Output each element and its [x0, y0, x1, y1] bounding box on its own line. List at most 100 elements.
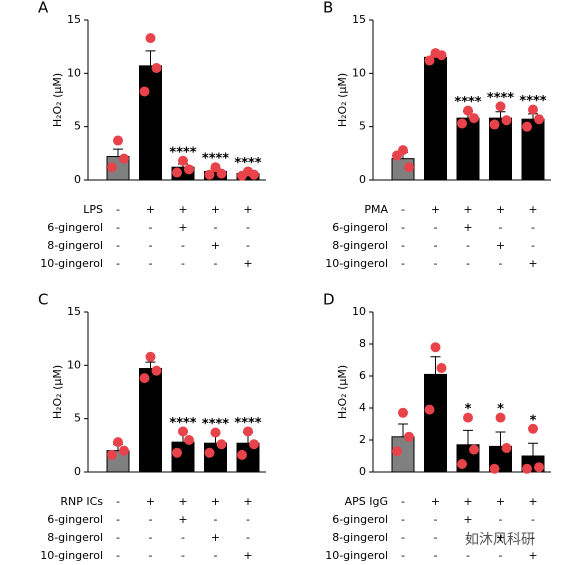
- y-tick-label: 0: [74, 173, 81, 186]
- treatment-mark: -: [214, 257, 218, 270]
- significance: ****: [234, 156, 261, 171]
- treatment-mark: -: [149, 549, 153, 562]
- treatment-label: LPS: [83, 203, 103, 216]
- treatment-mark: -: [434, 531, 438, 544]
- error-bar: [528, 442, 538, 456]
- data-point: [107, 162, 117, 173]
- y-tick-label: 5: [74, 412, 81, 425]
- data-point: [237, 449, 247, 460]
- data-point: [495, 412, 506, 423]
- treatment-mark: -: [466, 531, 470, 544]
- data-point: [404, 162, 414, 173]
- treatment-mark: -: [401, 239, 405, 252]
- data-point: [463, 412, 473, 423]
- data-point: [463, 105, 473, 116]
- treatment-mark: -: [149, 221, 153, 234]
- treatment-mark: -: [246, 221, 250, 234]
- data-point: [119, 153, 129, 164]
- treatment-mark: +: [243, 549, 252, 562]
- y-tick-label: 2: [359, 433, 366, 446]
- error-bar: [113, 148, 123, 157]
- treatment-mark: -: [434, 257, 438, 270]
- treatment-mark: -: [214, 513, 218, 526]
- treatment-mark: -: [116, 531, 120, 544]
- treatment-label: 6-gingerol: [332, 513, 388, 526]
- treatment-label: 6-gingerol: [47, 221, 103, 234]
- y-tick-label: 5: [74, 120, 81, 133]
- treatment-mark: +: [243, 495, 252, 508]
- treatment-mark: +: [211, 239, 220, 252]
- bar: [139, 65, 162, 181]
- data-point: [534, 114, 544, 125]
- y-tick-label: 8: [359, 337, 366, 350]
- treatment-mark: +: [178, 513, 187, 526]
- y-tick-label: 10: [352, 305, 366, 318]
- y-axis-label: H₂O₂ (μM): [336, 73, 349, 127]
- data-point: [184, 164, 194, 175]
- y-tick-label: 15: [352, 13, 366, 26]
- treatment-mark: -: [499, 513, 503, 526]
- data-point: [489, 119, 500, 130]
- y-tick-label: 0: [359, 465, 366, 478]
- treatment-mark: +: [463, 495, 472, 508]
- treatment-mark: +: [146, 495, 155, 508]
- treatment-mark: -: [531, 239, 535, 252]
- y-axis-label: H₂O₂ (μM): [336, 365, 349, 419]
- y-tick-label: 15: [67, 13, 81, 26]
- treatment-mark: -: [246, 531, 250, 544]
- y-tick-label: 10: [67, 358, 81, 371]
- data-point: [249, 169, 259, 180]
- bar: [139, 368, 162, 473]
- data-point: [119, 445, 129, 456]
- data-point: [151, 63, 162, 73]
- treatment-mark: -: [434, 513, 438, 526]
- treatment-mark: -: [116, 513, 120, 526]
- significance: *: [530, 413, 537, 428]
- data-point: [501, 115, 512, 126]
- treatment-mark: -: [401, 513, 405, 526]
- treatment-mark: +: [211, 531, 220, 544]
- treatment-mark: +: [463, 221, 472, 234]
- treatment-label: 8-gingerol: [47, 239, 103, 252]
- treatment-label: 10-gingerol: [325, 257, 388, 270]
- treatment-label: 10-gingerol: [40, 257, 103, 270]
- data-point: [469, 113, 479, 124]
- treatment-mark: -: [401, 257, 405, 270]
- treatment-mark: -: [214, 549, 218, 562]
- significance: ****: [169, 416, 196, 431]
- treatment-mark: +: [178, 203, 187, 216]
- y-tick-label: 10: [67, 66, 81, 79]
- data-point: [210, 427, 221, 438]
- treatment-mark: -: [531, 531, 535, 544]
- treatment-mark: +: [178, 495, 187, 508]
- data-point: [457, 118, 467, 129]
- data-point: [424, 55, 435, 66]
- y-tick-label: 10: [352, 66, 366, 79]
- treatment-mark: +: [243, 257, 252, 270]
- treatment-mark: +: [496, 495, 505, 508]
- significance: ****: [202, 417, 229, 432]
- data-point: [249, 439, 259, 450]
- panel-letter: B: [323, 0, 333, 17]
- data-point: [113, 437, 123, 448]
- data-point: [404, 431, 414, 442]
- y-axis-label: H₂O₂ (μM): [51, 365, 64, 419]
- treatment-mark: +: [496, 239, 505, 252]
- treatment-mark: +: [243, 203, 252, 216]
- treatment-label: 10-gingerol: [40, 549, 103, 562]
- treatment-label: 6-gingerol: [332, 221, 388, 234]
- data-point: [216, 439, 227, 450]
- data-point: [151, 365, 162, 376]
- treatment-mark: -: [401, 203, 405, 216]
- treatment-mark: -: [246, 513, 250, 526]
- data-point: [237, 170, 247, 181]
- treatment-mark: -: [116, 203, 120, 216]
- treatment-mark: -: [434, 239, 438, 252]
- data-point: [145, 351, 156, 362]
- treatment-label: 6-gingerol: [47, 513, 103, 526]
- treatment-mark: -: [401, 221, 405, 234]
- treatment-mark: +: [178, 221, 187, 234]
- treatment-mark: -: [181, 531, 185, 544]
